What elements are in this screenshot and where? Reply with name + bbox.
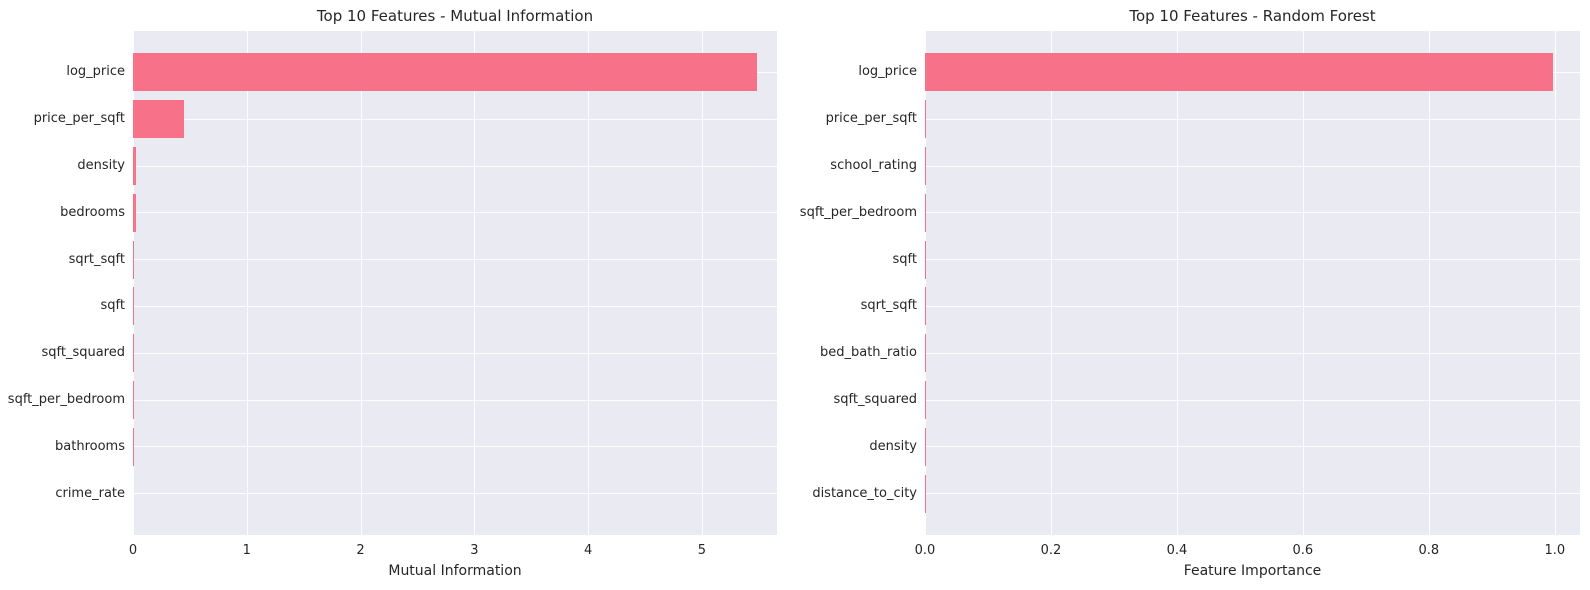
y-tick-label: sqft_squared	[833, 392, 917, 407]
bar-price_per_sqft	[133, 100, 185, 139]
gridline	[133, 493, 777, 495]
x-axis-label: Feature Importance	[1183, 563, 1322, 579]
gridline	[133, 446, 777, 448]
x-tick-label: 0.8	[1418, 543, 1440, 558]
gridline	[246, 31, 248, 535]
gridline	[925, 118, 1580, 120]
y-tick-label: sqft	[892, 251, 917, 267]
y-tick-label: bathrooms	[55, 438, 125, 454]
x-tick-label: 0.2	[1040, 543, 1062, 558]
gridline	[133, 31, 134, 535]
x-tick-label: 0.0	[914, 543, 936, 558]
y-tick-label: bedrooms	[60, 204, 125, 220]
gridline	[133, 352, 777, 354]
gridline	[588, 31, 590, 535]
bar-sqrt_sqft	[133, 240, 135, 279]
bar-bedrooms	[133, 193, 136, 232]
x-tick-label: 3	[470, 543, 479, 558]
gridline	[1050, 31, 1052, 535]
bar-density	[925, 427, 926, 466]
y-tick-label: sqft_per_bedroom	[7, 392, 125, 407]
y-tick-label: school_rating	[830, 158, 917, 173]
y-tick-label: sqft_squared	[41, 345, 125, 361]
gridline	[133, 212, 777, 214]
gridline	[925, 31, 926, 535]
x-tick-label: 5	[697, 543, 707, 558]
gridline	[1428, 31, 1430, 535]
y-tick-label: price_per_sqft	[33, 111, 125, 127]
plot-area	[133, 31, 777, 535]
bar-sqft_per_bedroom	[925, 193, 926, 232]
bar-sqft_per_bedroom	[133, 381, 135, 419]
bar-sqrt_sqft	[925, 287, 926, 326]
gridline	[133, 305, 777, 307]
x-tick-label: 0	[128, 543, 138, 558]
y-tick-label: sqft	[100, 298, 125, 314]
bar-sqft	[133, 287, 135, 326]
y-tick-label: bed_bath_ratio	[819, 345, 917, 361]
bar-density	[133, 147, 137, 185]
gridline	[925, 305, 1580, 307]
bar-sqft_squared	[133, 334, 135, 373]
y-tick-label: distance_to_city	[812, 485, 917, 501]
x-tick-label: 0.6	[1292, 543, 1314, 558]
gridline	[925, 212, 1580, 214]
y-tick-label: sqrt_sqft	[68, 251, 125, 267]
y-tick-label: log_price	[66, 64, 125, 80]
gridline	[1176, 31, 1178, 535]
gridline	[474, 31, 476, 535]
bar-sqft_squared	[925, 381, 926, 419]
gridline	[1302, 31, 1304, 535]
y-tick-label: crime_rate	[55, 485, 125, 501]
gridline	[133, 165, 777, 167]
x-tick-label: 0.4	[1166, 543, 1188, 558]
x-tick-label: 1	[242, 543, 251, 558]
gridline	[1554, 31, 1556, 535]
gridline	[133, 399, 777, 401]
y-tick-label: log_price	[858, 64, 917, 80]
bar-log_price	[925, 53, 1553, 92]
gridline	[925, 493, 1580, 495]
y-tick-label: sqft_per_bedroom	[799, 204, 917, 220]
gridline	[925, 399, 1580, 401]
x-tick-label: 4	[583, 543, 593, 558]
y-tick-label: density	[869, 438, 917, 454]
y-tick-label: sqrt_sqft	[860, 298, 917, 314]
chart-title: Top 10 Features - Random Forest	[1129, 7, 1376, 25]
y-tick-label: density	[77, 158, 125, 173]
gridline	[925, 352, 1580, 354]
plot-area	[925, 31, 1580, 535]
x-tick-label: 1.0	[1544, 543, 1566, 558]
x-tick-label: 2	[356, 543, 365, 558]
bar-sqft	[925, 240, 926, 279]
gridline	[925, 259, 1580, 261]
gridline	[925, 446, 1580, 448]
gridline	[701, 31, 703, 535]
bar-price_per_sqft	[925, 100, 927, 139]
chart-title: Top 10 Features - Mutual Information	[316, 7, 594, 25]
gridline	[133, 118, 777, 120]
bar-log_price	[133, 53, 757, 92]
bar-bed_bath_ratio	[925, 334, 926, 373]
gridline	[925, 165, 1580, 167]
bar-distance_to_city	[925, 474, 926, 513]
gridline	[360, 31, 362, 535]
x-axis-label: Mutual Information	[388, 563, 522, 579]
y-tick-label: price_per_sqft	[825, 111, 917, 127]
bar-school_rating	[925, 147, 926, 185]
gridline	[133, 259, 777, 261]
